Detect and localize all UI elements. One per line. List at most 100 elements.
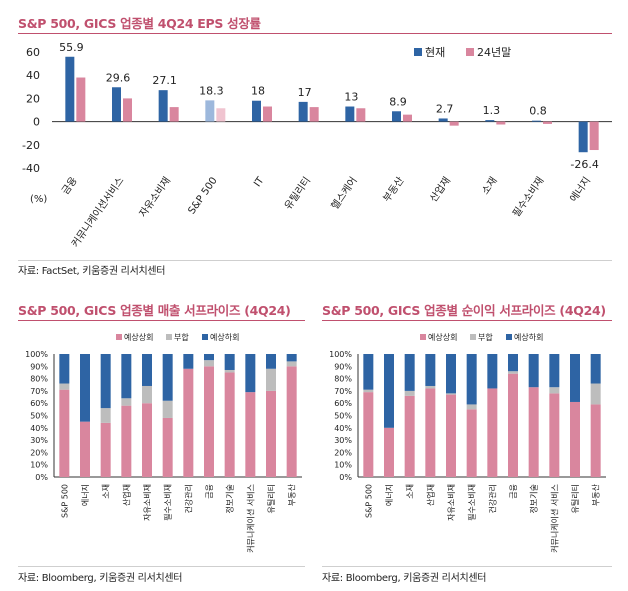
- bar-segment-miss: [363, 354, 374, 390]
- y-tick-label: 70%: [30, 387, 48, 396]
- legend-swatch: [466, 48, 474, 56]
- chart2-source-rule: [18, 566, 305, 567]
- legend-swatch: [116, 334, 122, 340]
- bar-segment-beat: [59, 389, 70, 477]
- y-tick-label: 60: [26, 46, 40, 59]
- bar-segment-beat: [466, 409, 477, 477]
- bar-segment-miss: [142, 354, 152, 386]
- bar-segment-miss: [266, 354, 276, 369]
- bar-segment-miss: [528, 354, 539, 388]
- bar-segment-miss: [204, 354, 214, 361]
- y-tick-label: 20%: [334, 448, 352, 457]
- category-label: 금융: [509, 484, 518, 499]
- bar-segment-inline: [142, 385, 152, 404]
- bar-current: [392, 111, 401, 122]
- bar-segment-beat: [404, 395, 415, 477]
- bar-segment-inline: [446, 393, 456, 395]
- category-label: 유틸리티: [570, 484, 580, 513]
- chart3-title-rule: [322, 320, 612, 321]
- bar-segment-beat: [425, 388, 436, 477]
- bar-segment-beat: [508, 373, 518, 477]
- bar-segment-inline: [508, 371, 518, 374]
- data-label: 27.1: [152, 74, 177, 87]
- bar-end24: [123, 98, 132, 122]
- bar-current: [158, 90, 168, 122]
- bar-segment-miss: [80, 354, 90, 422]
- y-tick-label: 0%: [339, 473, 352, 482]
- bar-segment-inline: [266, 368, 276, 391]
- bar-segment-beat: [142, 403, 152, 477]
- legend-label: 24년말: [477, 46, 511, 59]
- category-label: S&P 500: [186, 175, 219, 216]
- legend-label: 예상하회: [210, 332, 239, 342]
- bar-segment-beat: [80, 421, 90, 477]
- chart1-title: S&P 500, GICS 업종별 4Q24 EPS 성장률: [18, 16, 261, 31]
- category-label: 에너지: [384, 484, 394, 506]
- y-tick-label: 60%: [334, 399, 352, 408]
- bar-segment-miss: [162, 354, 173, 401]
- legend-label: 부합: [478, 333, 493, 342]
- bar-segment-miss: [286, 354, 297, 362]
- bar-segment-beat: [162, 417, 173, 477]
- legend-label: 부합: [174, 333, 189, 342]
- category-label: 유틸리티: [281, 174, 313, 212]
- bar-end24: [263, 106, 272, 122]
- category-label: 건강관리: [487, 484, 497, 513]
- y-tick-label: 20: [26, 92, 40, 105]
- chart1-source: 자료: FactSet, 키움증권 리서치센터: [18, 266, 166, 277]
- bar-segment-miss: [183, 354, 194, 369]
- bar-current: [65, 56, 75, 122]
- y-tick-label: 10%: [334, 461, 352, 470]
- chart2-title: S&P 500, GICS 업종별 매출 서프라이즈 (4Q24): [18, 303, 291, 318]
- category-label: 정보기술: [529, 484, 539, 513]
- bar-segment-miss: [384, 354, 394, 428]
- category-label: 부동산: [591, 483, 601, 506]
- bar-end24: [403, 114, 412, 122]
- category-label: 커뮤니케이션 서비스: [549, 484, 559, 553]
- bar-segment-beat: [363, 392, 374, 477]
- y-tick-label: 80%: [30, 375, 48, 384]
- y-tick-label: 50%: [30, 412, 48, 421]
- category-label: 유틸리티: [266, 484, 276, 513]
- bar-segment-inline: [425, 385, 436, 389]
- category-label: 자유소비재: [143, 484, 152, 521]
- bar-segment-beat: [183, 368, 194, 477]
- data-label: 0.8: [529, 105, 547, 118]
- y-tick-label: 20%: [30, 448, 48, 457]
- y-tick-label: 70%: [334, 387, 352, 396]
- chart1-title-rule: [18, 33, 612, 34]
- bar-segment-beat: [446, 394, 456, 477]
- bar-segment-beat: [266, 390, 276, 477]
- bar-segment-miss: [404, 354, 415, 391]
- category-label: 필수소비재: [163, 484, 173, 521]
- y-tick-label: 60%: [30, 399, 48, 408]
- bar-segment-miss: [224, 354, 235, 370]
- category-label: 소재: [479, 175, 499, 197]
- y-tick-label: 40%: [334, 424, 352, 433]
- legend-swatch: [470, 334, 476, 340]
- category-label: 건강관리: [183, 484, 193, 513]
- bar-end24: [496, 121, 506, 125]
- legend-swatch: [166, 334, 172, 340]
- bar-segment-miss: [466, 354, 477, 405]
- category-label: 에너지: [567, 175, 593, 204]
- bar-segment-beat: [245, 392, 256, 477]
- bar-current: [345, 106, 355, 122]
- bar-end24: [216, 108, 226, 122]
- bar-segment-inline: [404, 390, 415, 396]
- chart1-source-rule: [18, 260, 612, 261]
- legend-label: 현재: [425, 46, 445, 59]
- revenue-surprise-chart: 예상상회 부합 예상하회 100% 90% 80% 70% 60% 50% 40% 30% 20% 10…: [25, 332, 302, 553]
- data-label: 18: [251, 85, 265, 98]
- category-label: 커뮤니케이션서비스: [69, 175, 126, 250]
- y-tick-label: 0: [33, 116, 40, 129]
- bar-segment-beat: [570, 401, 580, 477]
- y-tick-label: -40: [22, 162, 40, 175]
- bar-segment-inline: [590, 383, 601, 405]
- bar-segment-beat: [100, 422, 111, 477]
- y-tick-label: 30%: [30, 436, 48, 445]
- bar-segment-miss: [59, 354, 70, 384]
- bar-end24: [76, 77, 86, 122]
- bar-segment-beat: [204, 366, 214, 477]
- category-label: 헬스케어: [329, 175, 360, 212]
